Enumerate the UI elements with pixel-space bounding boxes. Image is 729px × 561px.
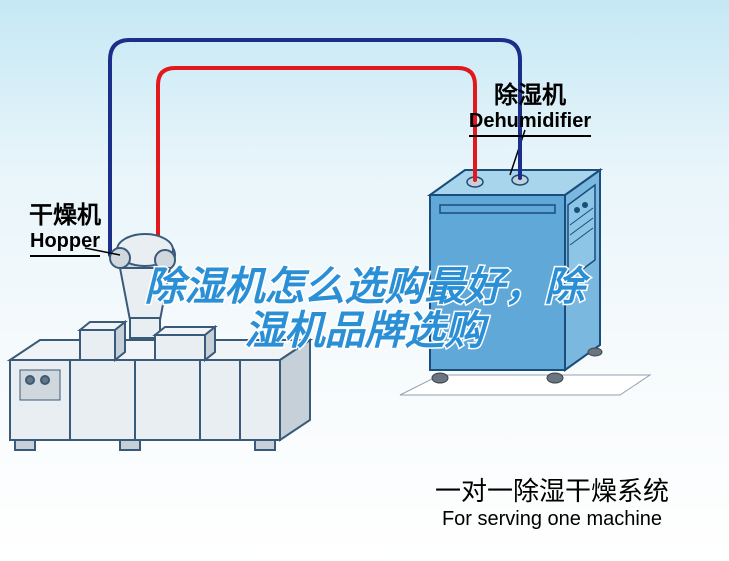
system-title-cn: 一对一除湿干燥系统 xyxy=(435,471,669,508)
overlay-line2: 湿机品牌选购 xyxy=(0,309,729,353)
hopper-label-en: Hopper xyxy=(30,230,100,257)
dehumidifier-label-en: Dehumidifier xyxy=(469,110,591,137)
dehumidifier-label-cn: 除湿机 xyxy=(440,75,620,110)
hopper-label-cn: 干燥机 xyxy=(5,195,125,230)
overlay-title: 除湿机怎么选购最好，除 湿机品牌选购 xyxy=(0,265,729,353)
hopper-label: 干燥机 Hopper xyxy=(5,195,125,257)
system-title: 一对一除湿干燥系统 For serving one machine xyxy=(435,471,669,531)
system-title-en: For serving one machine xyxy=(435,508,669,531)
overlay-line1: 除湿机怎么选购最好，除 xyxy=(0,265,729,309)
dehumidifier-label: 除湿机 Dehumidifier xyxy=(440,75,620,137)
red-pipe xyxy=(158,68,475,250)
